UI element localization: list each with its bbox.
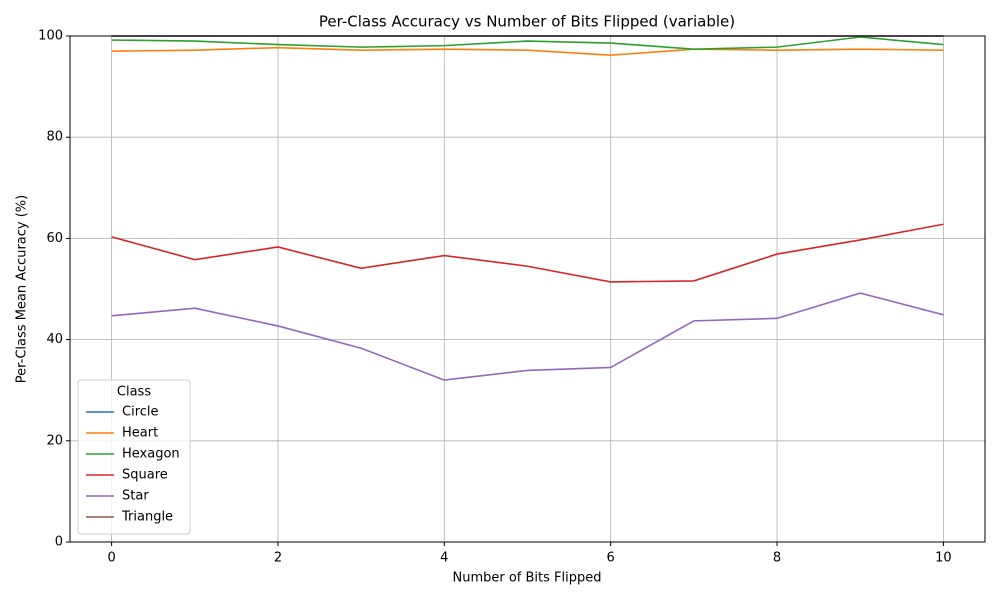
line-series	[111, 36, 944, 50]
legend-label: Heart	[122, 426, 158, 441]
legend-label: Triangle	[121, 510, 173, 525]
x-tick-label: 0	[107, 551, 115, 566]
x-tick-label: 6	[607, 551, 615, 566]
x-tick-label: 10	[935, 551, 952, 566]
x-tick-label: 4	[440, 551, 448, 566]
legend-label: Square	[122, 468, 168, 483]
line-series	[111, 46, 944, 57]
legend-title: Class	[117, 385, 151, 400]
y-tick-label: 40	[46, 332, 63, 347]
y-tick-label: 80	[46, 130, 63, 145]
x-tick-label: 2	[274, 551, 282, 566]
y-tick-label: 0	[55, 535, 63, 550]
plot-frame	[69, 35, 986, 543]
chart-title: Per-Class Accuracy vs Number of Bits Fli…	[319, 13, 735, 31]
legend-label: Star	[122, 489, 149, 504]
y-tick-label: 60	[46, 231, 63, 246]
y-tick-label: 20	[46, 433, 63, 448]
y-axis-label: Per-Class Mean Accuracy (%)	[15, 195, 30, 383]
x-tick-label: 8	[773, 551, 781, 566]
legend-label: Circle	[122, 405, 159, 420]
legend-label: Hexagon	[122, 447, 180, 462]
line-series	[111, 223, 944, 283]
x-axis-label: Number of Bits Flipped	[452, 571, 601, 586]
y-tick-label: 100	[38, 29, 63, 44]
line-series	[111, 292, 944, 381]
